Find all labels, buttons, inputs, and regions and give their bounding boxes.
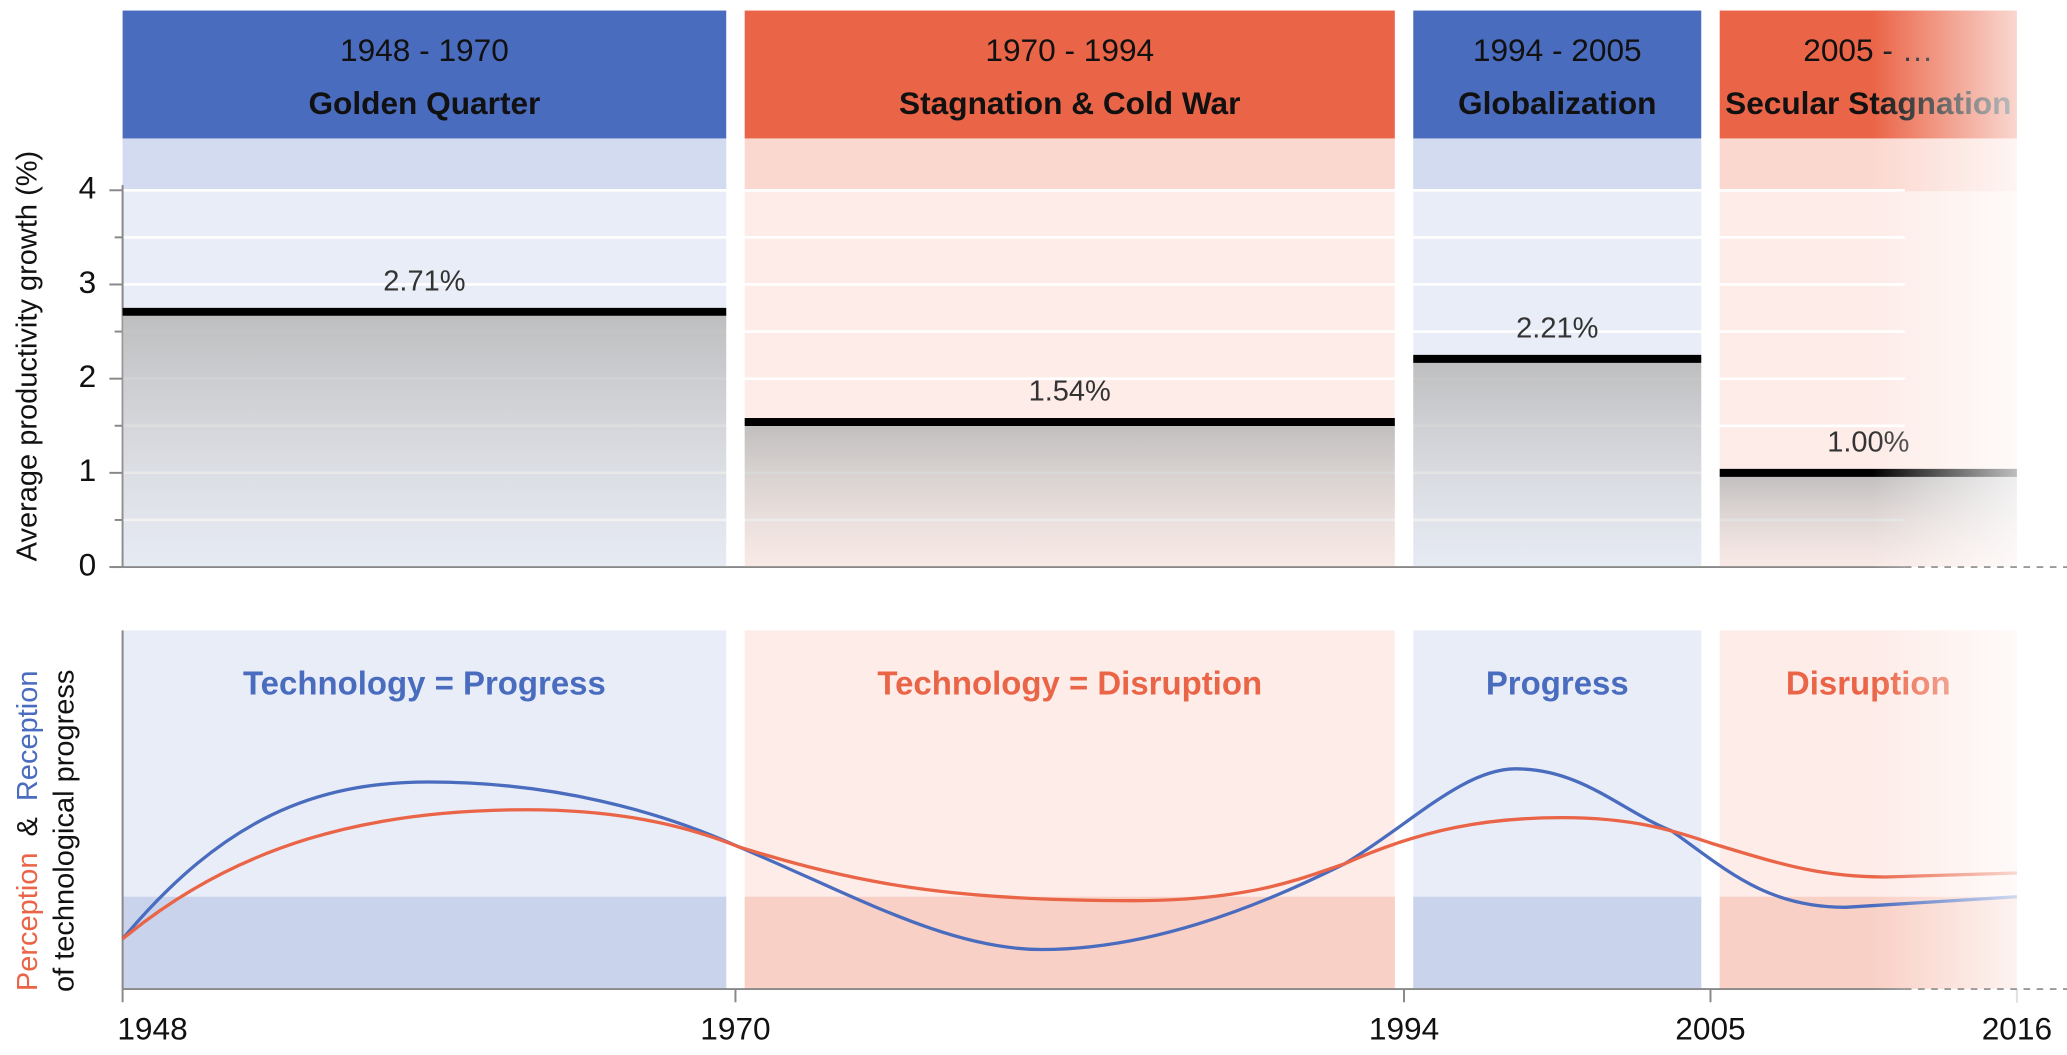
lower-panel-shade — [1413, 896, 1702, 990]
period-range: 1970 - 1994 — [985, 32, 1154, 68]
and-label: & — [12, 817, 44, 836]
x-tick-label: 2005 — [1675, 1011, 1745, 1047]
perception-label: Perception — [12, 852, 44, 991]
caption: Progress — [1486, 664, 1629, 701]
x-tick-label: 1994 — [1369, 1011, 1439, 1047]
bar-area — [1413, 358, 1702, 568]
caption: Technology = Progress — [243, 664, 606, 701]
value-label: 2.71% — [383, 265, 465, 297]
header — [122, 10, 727, 139]
y-tick-label: 3 — [79, 264, 97, 300]
fade-overlay — [1871, 0, 2067, 1003]
x-tick-label: 2016 — [1982, 1011, 2052, 1047]
lower-y-label: Perception & Reception — [12, 671, 44, 992]
header — [744, 10, 1395, 139]
x-tick-label: 1970 — [700, 1011, 770, 1047]
y-tick-label: 4 — [79, 170, 97, 206]
perception-curve — [121, 808, 2017, 941]
y-tick-label: 2 — [79, 358, 97, 394]
value-label: 2.21% — [1516, 313, 1598, 345]
reception-label: Reception — [12, 671, 44, 802]
lower-y-label: of technological progress — [49, 670, 81, 992]
lower-panel-shade — [122, 896, 727, 990]
y-tick-label: 0 — [79, 546, 97, 582]
header — [1413, 10, 1702, 139]
period-name: Golden Quarter — [308, 85, 540, 121]
panel-top — [1413, 138, 1702, 192]
period-name: Stagnation & Cold War — [899, 85, 1240, 121]
bar-area — [122, 311, 727, 568]
reception-curve — [121, 767, 2018, 952]
value-label: 1.54% — [1029, 376, 1111, 408]
x-tick-label: 1948 — [117, 1011, 187, 1047]
period-range: 1994 - 2005 — [1473, 32, 1642, 68]
panel-top — [744, 138, 1395, 192]
period-range: 1948 - 1970 — [340, 32, 509, 68]
caption: Technology = Disruption — [877, 664, 1262, 701]
period-name: Globalization — [1458, 85, 1657, 121]
y-axis-label: Average productivity growth (%) — [12, 151, 44, 562]
lower-panel-shade — [744, 896, 1395, 990]
y-tick-label: 1 — [79, 452, 97, 488]
panel-top — [122, 138, 727, 192]
bar-area — [744, 422, 1395, 568]
